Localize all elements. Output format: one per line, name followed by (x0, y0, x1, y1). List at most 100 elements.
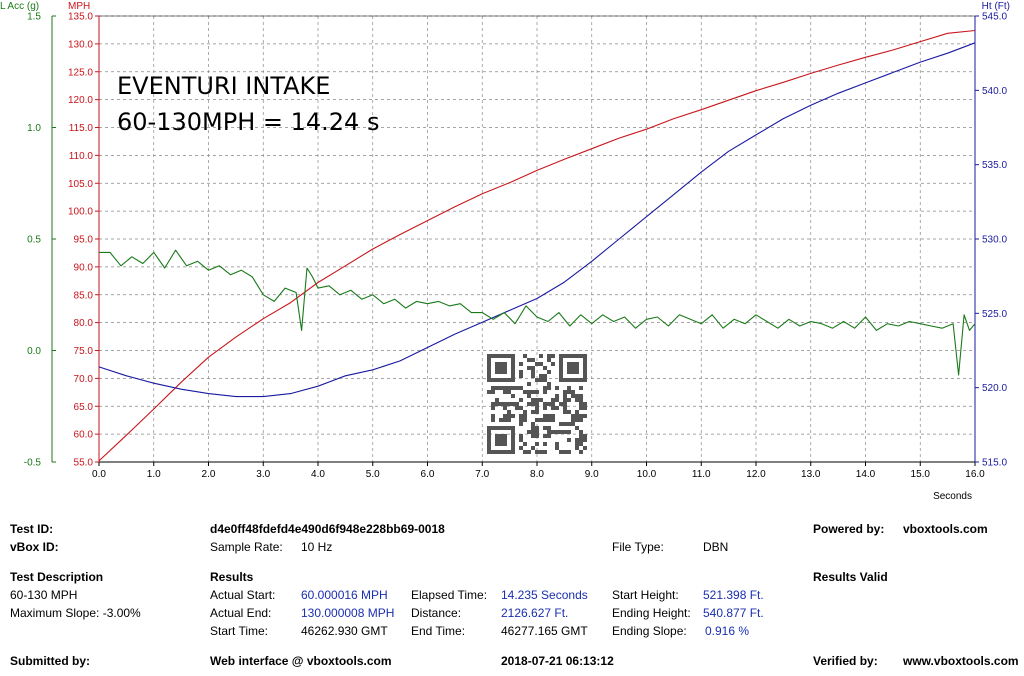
qr-module (535, 450, 539, 454)
qr-module (547, 354, 551, 358)
x-tick-label: 8.0 (530, 469, 544, 480)
qr-module (527, 390, 531, 394)
qr-module (523, 414, 527, 418)
results-valid: Results Valid (813, 570, 888, 584)
qr-module (531, 410, 535, 414)
acc-tick-label: 0.0 (27, 346, 41, 357)
qr-module (507, 414, 511, 418)
qr-module (499, 402, 503, 406)
qr-module (527, 394, 531, 398)
mph-tick-label: 55.0 (74, 458, 94, 469)
qr-module (559, 422, 563, 426)
qr-module (511, 426, 515, 454)
qr-module (543, 378, 547, 382)
mph-tick-label: 65.0 (74, 402, 94, 413)
qr-module (543, 406, 547, 410)
qr-module (491, 414, 495, 418)
verified-by-link[interactable]: www.vboxtools.com (903, 654, 1019, 668)
distance-value: 2126.627 Ft. (501, 606, 569, 620)
qr-module (507, 410, 511, 414)
qr-module (547, 426, 551, 430)
qr-module (527, 402, 531, 406)
qr-module (567, 450, 571, 454)
x-tick-label: 7.0 (475, 469, 489, 480)
qr-module (547, 386, 551, 390)
height-tick-label: 545.0 (982, 12, 1007, 23)
qr-module (531, 366, 535, 370)
qr-module (507, 402, 511, 406)
mph-tick-label: 110.0 (69, 151, 94, 162)
qr-module (519, 438, 523, 442)
acc-tick-label: -0.5 (24, 458, 42, 469)
start-time-value: 46262.930 GMT (301, 624, 388, 638)
qr-module (511, 414, 515, 418)
x-tick-label: 14.0 (856, 469, 876, 480)
qr-module (535, 418, 539, 422)
qr-module (563, 406, 567, 410)
qr-module (547, 402, 551, 406)
qr-module (503, 386, 507, 390)
qr-module (495, 362, 507, 374)
x-tick-label: 9.0 (585, 469, 599, 480)
qr-module (579, 450, 583, 454)
start-height-label: Start Height: (612, 588, 679, 602)
qr-module (539, 398, 543, 402)
qr-module (515, 402, 519, 406)
qr-module (527, 366, 531, 370)
qr-module (491, 418, 495, 422)
qr-module (491, 406, 495, 410)
vbox-id-label: vBox ID: (10, 540, 59, 554)
qr-module (563, 394, 567, 398)
web-interface-link[interactable]: Web interface @ vboxtools.com (210, 654, 392, 668)
qr-module (559, 354, 587, 358)
qr-module (579, 430, 583, 434)
mph-tick-label: 130.0 (68, 39, 93, 50)
qr-module (567, 430, 571, 434)
qr-module (527, 450, 531, 454)
qr-module (495, 386, 499, 390)
qr-module (511, 402, 515, 406)
qr-module (563, 398, 567, 402)
qr-module (535, 410, 539, 414)
qr-module (499, 418, 503, 422)
qr-module (571, 394, 575, 398)
qr-module (523, 418, 527, 422)
qr-module (547, 370, 551, 374)
qr-module (539, 362, 543, 366)
qr-module (563, 410, 567, 414)
qr-module (579, 442, 583, 446)
qr-module (543, 366, 547, 370)
acc-tick-label: 1.5 (27, 12, 41, 23)
qr-module (543, 386, 547, 390)
qr-module (507, 390, 511, 394)
mph-tick-label: 120.0 (68, 95, 93, 106)
chart-axes (51, 15, 979, 466)
qr-module (543, 418, 547, 422)
mph-tick-label: 100.0 (68, 207, 93, 218)
mph-tick-label: 125.0 (68, 67, 93, 78)
qr-module (543, 374, 547, 378)
right-axis-label: Ht (Ft) (982, 1, 1010, 12)
qr-module (575, 414, 579, 418)
x-tick-label: 5.0 (366, 469, 380, 480)
qr-module (531, 426, 535, 430)
verified-by-label: Verified by: (813, 654, 878, 668)
qr-module (531, 374, 535, 378)
qr-module (531, 422, 535, 426)
qr-module (575, 426, 579, 430)
sample-rate-value: 10 Hz (301, 540, 333, 554)
acc-series-line (99, 249, 976, 376)
qr-module (487, 450, 515, 454)
x-tick-label: 3.0 (256, 469, 270, 480)
powered-by-link[interactable]: vboxtools.com (903, 522, 988, 536)
qr-module (579, 438, 583, 442)
ending-slope-label: Ending Slope: (612, 624, 687, 638)
qr-module (567, 410, 571, 414)
qr-module (555, 394, 559, 398)
qr-module (583, 446, 587, 450)
qr-module (511, 386, 515, 390)
qr-module (519, 370, 523, 374)
file-type-label: File Type: (612, 540, 664, 554)
ending-height-value: 540.877 Ft. (703, 606, 764, 620)
qr-module (567, 438, 571, 442)
